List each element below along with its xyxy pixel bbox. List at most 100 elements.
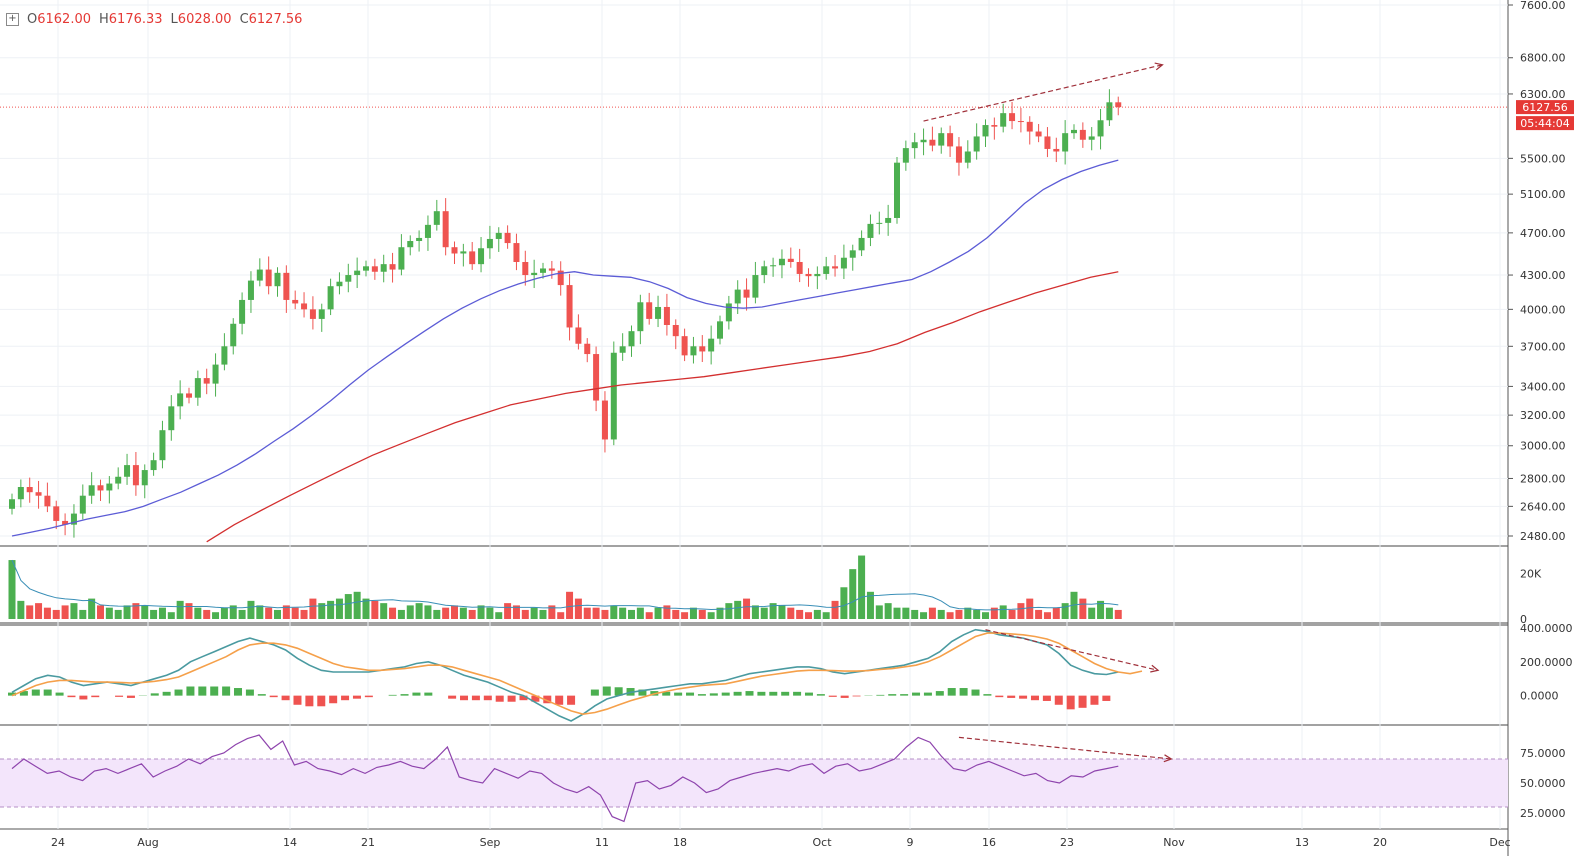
candle-body: [159, 430, 166, 461]
volume-bar: [654, 607, 662, 619]
volume-bar: [645, 612, 653, 619]
volume-bar: [751, 605, 759, 619]
macd-histogram-bar: [638, 689, 647, 696]
volume-bar: [433, 609, 441, 619]
candle-body: [982, 125, 989, 137]
volume-bar: [1105, 607, 1113, 619]
candle-body: [752, 275, 759, 298]
candle-body: [247, 280, 254, 300]
macd-divergence-line-head: [1150, 664, 1160, 673]
candle-body: [504, 232, 511, 244]
time-tick-label: 16: [982, 836, 996, 849]
rsi-divergence-line-head: [1163, 754, 1173, 763]
macd-histogram-bar: [709, 693, 718, 696]
volume-bar: [822, 612, 830, 619]
volume-bar: [17, 600, 25, 619]
candle-body: [336, 281, 343, 287]
candle-body: [1088, 136, 1095, 140]
macd-histogram-bar: [234, 688, 243, 696]
volume-bar: [424, 605, 432, 619]
candle-body: [867, 223, 874, 238]
candle-body: [672, 325, 679, 337]
volume-bar: [628, 609, 635, 619]
volume-bar: [999, 605, 1007, 619]
macd-histogram-bar: [79, 695, 88, 700]
macd-histogram-bar: [495, 695, 504, 702]
macd-histogram-bar: [126, 695, 135, 698]
ma-slow-line: [206, 271, 1119, 543]
candle-body: [1053, 148, 1060, 152]
volume-bar: [672, 609, 680, 619]
candle-body: [469, 251, 476, 265]
volume-bar: [35, 603, 43, 619]
candle-body: [478, 248, 485, 265]
volume-bar: [1026, 598, 1034, 619]
candle-body: [442, 211, 449, 248]
candle-body: [778, 258, 785, 266]
candle-body: [531, 272, 538, 276]
candle-body: [451, 247, 458, 254]
volume-bar: [636, 607, 644, 619]
candle-body: [292, 299, 299, 304]
macd-histogram-bar: [697, 694, 706, 696]
candle-body: [743, 289, 750, 298]
moving-average-overlays: [0, 106, 1508, 543]
candle-body: [1035, 131, 1042, 137]
candle-body: [876, 222, 883, 224]
signal-line: [11, 632, 1143, 716]
volume-bar: [858, 555, 866, 619]
volume-bar: [1043, 612, 1051, 619]
candle-body: [389, 264, 396, 270]
volume-bar: [1088, 607, 1096, 619]
candle-body: [9, 499, 15, 509]
volume-bar: [937, 609, 945, 619]
candle-body: [734, 289, 741, 304]
candle-body: [194, 378, 201, 398]
volume-bar: [990, 607, 998, 619]
volume-bar: [150, 609, 158, 619]
macd-histogram-bar: [150, 693, 159, 696]
volume-bar: [105, 607, 113, 619]
volume-bar: [43, 607, 51, 619]
candle-body: [177, 393, 184, 407]
macd-histogram-bar: [352, 695, 361, 699]
candle-body: [690, 346, 697, 356]
macd-histogram-bar: [245, 689, 254, 696]
time-tick-label: 13: [1295, 836, 1309, 849]
candle-body: [1079, 129, 1086, 140]
macd-histogram-bar: [912, 692, 921, 696]
candle-body: [575, 327, 582, 344]
candle-body: [840, 257, 847, 269]
candle-body: [938, 133, 945, 146]
candle-body: [265, 269, 272, 287]
open-value: 6162.00: [37, 12, 91, 27]
candle-body: [363, 266, 369, 271]
volume-bar: [123, 605, 131, 619]
expand-icon[interactable]: +: [6, 13, 19, 26]
volume-bar: [698, 609, 706, 619]
volume-bar: [681, 612, 689, 619]
candle-body: [141, 470, 148, 486]
candle-body: [1071, 129, 1077, 134]
candle-body: [274, 272, 281, 287]
volume-bar: [619, 607, 627, 619]
macd-histogram-bar: [317, 695, 326, 707]
volume-bar: [964, 607, 972, 619]
volume-bar: [849, 569, 857, 619]
candle-body: [115, 476, 122, 484]
volume-bar: [911, 609, 919, 619]
volume-bar: [459, 607, 467, 619]
volume-bar: [769, 603, 777, 619]
volume-bar: [725, 603, 733, 619]
time-tick-label: 23: [1060, 836, 1074, 849]
candle-body: [1062, 133, 1069, 152]
macd-histogram-bar: [186, 686, 195, 696]
volume-bar: [707, 612, 715, 619]
macd-histogram-bar: [983, 694, 992, 696]
macd-histogram-bar: [828, 695, 837, 697]
macd-histogram-bar: [876, 694, 885, 696]
resistance-trendline: [923, 64, 1163, 122]
candle-body: [655, 306, 662, 319]
macd-histogram-bar: [222, 686, 231, 696]
